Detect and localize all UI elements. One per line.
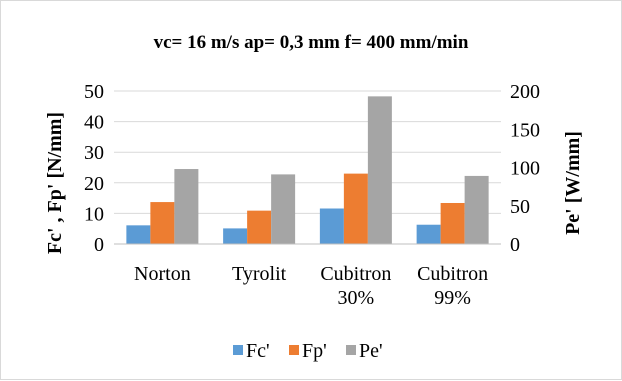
bar-Pe-1 [271,174,296,244]
right-axis-ticks: 0 50 100 150 200 [510,81,540,256]
bar-Pe-0 [174,169,199,244]
legend-label-Fp: Fp' [302,340,327,362]
category-label: Norton [134,263,191,285]
legend-swatch-Pe [346,345,356,355]
left-tick-label: 50 [84,81,104,103]
y-axis-title-left: Fc' , Fp' [N/mm] [44,112,66,254]
bars [126,96,489,244]
category-label: Tyrolit [232,263,287,285]
right-tick-label: 50 [510,196,530,218]
chart-title: vc= 16 m/s ap= 0,3 mm f= 400 mm/min [154,32,469,53]
left-tick-label: 10 [84,203,104,225]
bar-Fp-1 [247,210,272,244]
right-tick-label: 150 [510,119,540,141]
right-tick-label: 100 [510,158,540,180]
bar-Fc-0 [126,225,151,244]
legend-label-Fc: Fc' [246,340,270,362]
bar-Fp-2 [343,173,368,244]
left-tick-label: 20 [84,173,104,195]
category-label: 99% [434,287,471,309]
bar-Pe-3 [464,175,489,244]
legend: Fc' Fp' Pe' [233,340,383,362]
left-tick-label: 0 [94,234,104,256]
bar-Fp-3 [440,202,465,244]
legend-swatch-Fp [289,345,299,355]
bar-Fc-2 [319,208,344,244]
category-label: 30% [338,287,375,309]
category-label: Cubitron [320,263,391,285]
bar-Fc-3 [416,224,441,244]
bar-Pe-2 [367,96,392,244]
left-tick-label: 40 [84,112,104,134]
gridlines [114,90,501,214]
category-label: Cubitron [417,263,488,285]
bar-Fc-1 [223,228,248,244]
right-tick-label: 0 [510,234,520,256]
left-tick-label: 30 [84,142,104,164]
left-axis-ticks: 0 10 20 30 40 50 [84,81,104,256]
right-tick-label: 200 [510,81,540,103]
legend-swatch-Fc [233,345,243,355]
legend-label-Pe: Pe' [359,340,383,362]
bar-Fp-0 [150,202,175,244]
y-axis-title-right: Pe' [W/mm] [562,131,584,235]
